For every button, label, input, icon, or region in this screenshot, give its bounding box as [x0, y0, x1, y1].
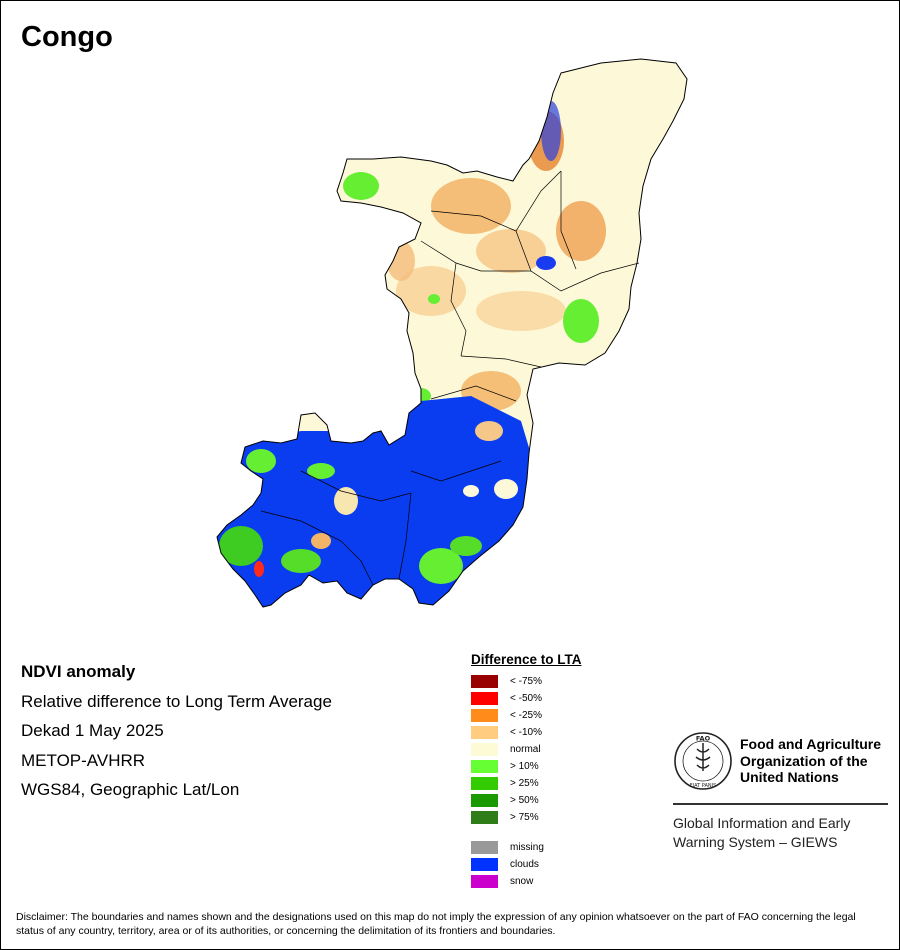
legend-swatch [471, 675, 498, 688]
giews-label: Global Information and Early Warning Sys… [673, 814, 850, 852]
legend-item: < -50% [471, 690, 582, 707]
legend-item: > 75% [471, 809, 582, 826]
info-date: Dekad 1 May 2025 [21, 721, 164, 740]
legend-item: clouds [471, 856, 582, 873]
legend-item: missing [471, 839, 582, 856]
legend: Difference to LTA < -75% < -50% < -25% <… [471, 652, 582, 890]
legend-item: > 25% [471, 775, 582, 792]
giews-line1: Global Information and Early [673, 815, 851, 831]
department-boundaries [260, 170, 640, 586]
legend-item: < -10% [471, 724, 582, 741]
logo-letters: FAO [696, 735, 711, 743]
legend-item: snow [471, 873, 582, 890]
disclaimer: Disclaimer: The boundaries and names sho… [16, 911, 856, 937]
legend-item: > 50% [471, 792, 582, 809]
legend-label: snow [510, 876, 534, 887]
legend-swatch [471, 777, 498, 790]
fao-divider [673, 803, 888, 805]
legend-swatch [471, 692, 498, 705]
legend-swatch [471, 726, 498, 739]
info-description: Relative difference to Long Term Average [21, 691, 332, 711]
fao-name-line3: United Nations [740, 769, 839, 785]
legend-label: clouds [510, 859, 539, 870]
legend-item: normal [471, 741, 582, 758]
legend-label: > 50% [510, 795, 539, 806]
fao-name: Food and Agriculture Organization of the… [740, 736, 881, 786]
legend-swatch [471, 760, 498, 773]
legend-label: < -50% [510, 693, 542, 704]
legend-swatch [471, 875, 498, 888]
giews-line2: Warning System – GIEWS [673, 834, 838, 850]
legend-swatch [471, 794, 498, 807]
legend-swatch [471, 743, 498, 756]
congo-map [216, 58, 688, 608]
legend-swatch [471, 709, 498, 722]
info-projection: WGS84, Geographic Lat/Lon [21, 780, 240, 799]
logo-motto: FIAT PANIS [690, 783, 717, 789]
info-sensor: METOP-AVHRR [21, 750, 146, 770]
fao-logo-icon: FAO FIAT PANIS [674, 732, 732, 790]
info-product: NDVI anomaly [21, 662, 136, 681]
legend-swatch [471, 858, 498, 871]
legend-label: > 10% [510, 761, 539, 772]
legend-item: < -25% [471, 707, 582, 724]
legend-label: < -10% [510, 727, 542, 738]
legend-swatch [471, 811, 498, 824]
legend-label: > 75% [510, 812, 539, 823]
legend-item: > 10% [471, 758, 582, 775]
legend-label: missing [510, 842, 544, 853]
legend-label: < -25% [510, 710, 542, 721]
legend-title: Difference to LTA [471, 652, 582, 667]
fao-name-line1: Food and Agriculture [740, 736, 882, 752]
legend-swatch [471, 841, 498, 854]
legend-label: < -75% [510, 676, 542, 687]
map-title: Congo [21, 21, 113, 53]
legend-label: > 25% [510, 778, 539, 789]
fao-name-line2: Organization of the [740, 752, 868, 769]
legend-item: < -75% [471, 673, 582, 690]
legend-label: normal [510, 744, 541, 755]
map-info: NDVI anomaly Relative difference to Long… [21, 657, 332, 805]
